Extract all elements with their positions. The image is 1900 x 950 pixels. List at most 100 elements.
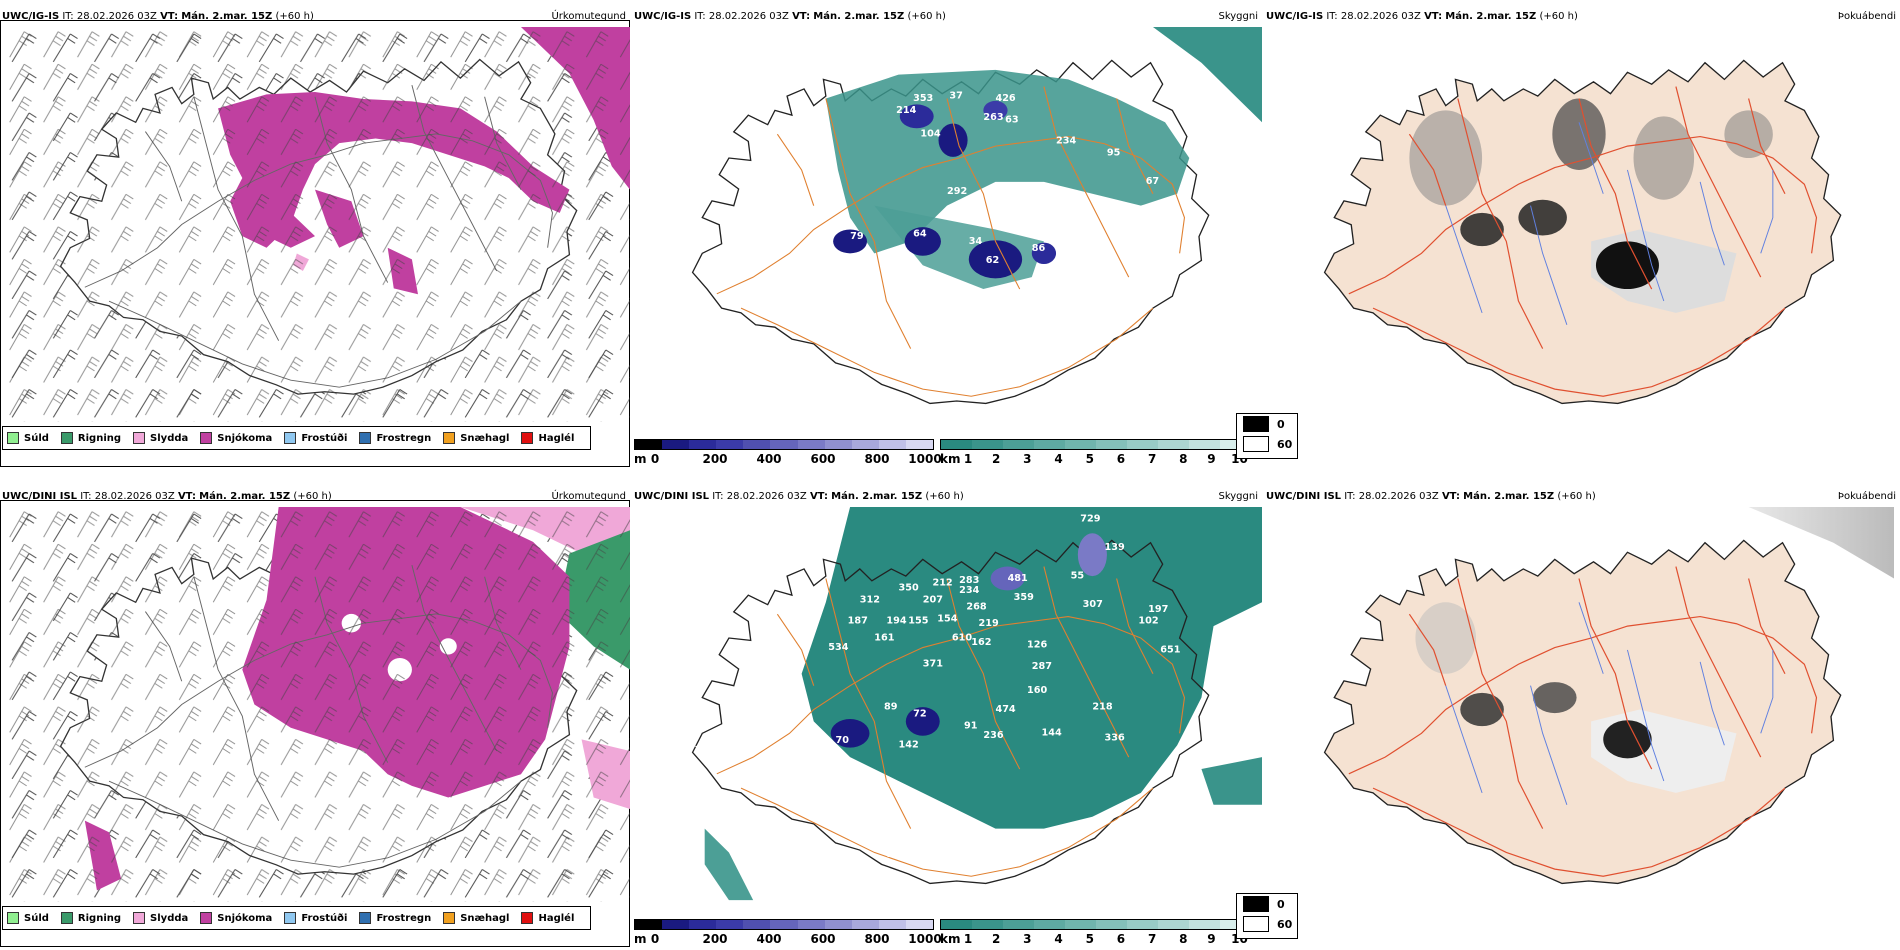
legend-label: Haglél <box>538 432 575 444</box>
colorbar-cell <box>1065 440 1096 449</box>
colorbar-cell <box>1096 920 1127 929</box>
map-area <box>1264 507 1894 927</box>
colorbar-cell <box>1003 920 1034 929</box>
ceiling-label: 95 <box>1107 148 1121 159</box>
legend-label: Rigning <box>77 432 122 444</box>
legend-swatch <box>133 912 146 924</box>
colorbar-tick: 4 <box>1054 932 1063 946</box>
colorbar-cell <box>1034 440 1065 449</box>
legend-swatch <box>7 432 19 444</box>
ceiling-label: 62 <box>986 255 999 266</box>
model-name: UWC/IG-IS <box>634 11 692 22</box>
ceiling-label: 426 <box>995 93 1016 104</box>
colorbar-cell <box>689 920 717 929</box>
cloud-legend-item: 60 <box>1243 914 1297 934</box>
panel-header: UWC/IG-IS IT: 28.02.2026 03Z VT: Mán. 2.… <box>632 5 1262 25</box>
cloud-legend: 0 60 <box>1236 893 1298 939</box>
ceiling-label: 34 <box>969 236 983 247</box>
colorbar-cell <box>851 440 879 449</box>
legend-item: Snæhagl <box>443 912 509 924</box>
ceiling-colorbar: m 0 200 400 600 800 1000 <box>634 439 942 469</box>
colorbar-cell <box>905 920 934 929</box>
legend-label: Snæhagl <box>460 912 510 924</box>
legend-item: Frostregn <box>359 432 431 444</box>
colorbar-cell <box>1158 440 1189 449</box>
panel-cloud-igis: UWC/IG-IS IT: 28.02.2026 03Z VT: Mán. 2.… <box>1236 5 1900 459</box>
legend-swatch <box>284 912 297 924</box>
map-area <box>0 507 630 927</box>
colorbar-tick: 1000 <box>908 932 942 946</box>
vt-label: VT: <box>792 11 811 22</box>
legend-item: Slydda <box>133 432 188 444</box>
colorbar-cell <box>1065 920 1096 929</box>
cloud-legend-label: 0 <box>1277 417 1285 431</box>
ceiling-label: 236 <box>983 730 1004 741</box>
it-label: IT: <box>62 11 74 22</box>
lead-time: (+60 h) <box>293 491 332 502</box>
it-label: IT: <box>1344 491 1356 502</box>
colorbar-cell <box>689 440 717 449</box>
colorbar-cell <box>1220 440 1251 449</box>
ceiling-label: 729 <box>1080 513 1101 524</box>
cloud-legend-swatch <box>1243 916 1269 932</box>
it-value: 28.02.2026 03Z <box>76 11 157 22</box>
ceiling-label: 214 <box>896 105 917 116</box>
ceiling-label: 72 <box>913 709 926 720</box>
legend-item: Snjókoma <box>200 912 272 924</box>
ceiling-colorbar-ticks: m 0 200 400 600 800 1000 <box>634 452 942 466</box>
cloud-legend: 0 60 <box>1236 413 1298 459</box>
colorbar-cell <box>662 920 690 929</box>
vt-value: Mán. 2.mar. 15Z <box>831 491 923 502</box>
colorbar-tick: 400 <box>756 932 782 946</box>
colorbar-tick: 8 <box>1179 452 1188 466</box>
ceiling-label: 234 <box>1056 136 1077 147</box>
ceiling-label: 161 <box>874 632 895 643</box>
ceiling-label: 91 <box>964 721 978 732</box>
ceiling-label: 292 <box>947 186 967 197</box>
ceiling-label: 268 <box>966 602 987 613</box>
model-name: UWC/IG-IS <box>1266 11 1324 22</box>
panel-title: Skyggni <box>1218 491 1258 502</box>
colorbar-cell <box>635 920 663 929</box>
colorbar-tick: 1 <box>963 932 973 946</box>
ceiling-label: 218 <box>1092 702 1113 713</box>
ceiling-colorbar-strip <box>634 439 934 450</box>
legend-item: Snæhagl <box>443 432 509 444</box>
ceiling-label: 263 <box>983 112 1003 123</box>
colorbar-tick: 7 <box>1147 932 1157 946</box>
model-name: UWC/IG-IS <box>2 11 60 22</box>
colorbar-tick: 6 <box>1116 452 1126 466</box>
panel-header: UWC/DINI ISL IT: 28.02.2026 03Z VT: Mán.… <box>1264 485 1900 505</box>
vis-colorbar-ticks: km 1 2 3 4 5 6 7 8 9 10 <box>940 452 1252 466</box>
ceiling-label: 70 <box>836 735 850 746</box>
model-name: UWC/DINI ISL <box>1266 491 1342 502</box>
ceiling-label: 651 <box>1160 644 1181 655</box>
panel-title: Skyggni <box>1218 11 1258 22</box>
ceiling-label: 353 <box>913 93 933 104</box>
colorbar-cell <box>972 920 1003 929</box>
colorbar-tick: 200 <box>702 932 728 946</box>
ceiling-label: 55 <box>1071 571 1085 582</box>
panel-precip-type-igis: UWC/IG-IS IT: 28.02.2026 03Z VT: Mán. 2.… <box>0 5 630 467</box>
ceiling-label: 207 <box>923 594 943 605</box>
panel-header: UWC/IG-IS IT: 28.02.2026 03Z VT: Mán. 2.… <box>1264 5 1900 25</box>
it-label: IT: <box>712 491 724 502</box>
ceiling-label: 79 <box>850 231 864 242</box>
legend-item: Frostúði <box>284 432 347 444</box>
cloud-legend-label: 0 <box>1277 897 1285 911</box>
colorbar-cell <box>824 440 852 449</box>
panel-cloud-dini: UWC/DINI ISL IT: 28.02.2026 03Z VT: Mán.… <box>1236 485 1900 939</box>
ceiling-label: 131 <box>903 847 924 858</box>
panel-visibility-dini: UWC/DINI ISL IT: 28.02.2026 03Z VT: Mán.… <box>632 485 1262 946</box>
colorbar-tick: 600 <box>810 932 836 946</box>
lead-time: (+60 h) <box>907 11 946 22</box>
legend-item: Súld <box>7 912 49 924</box>
colorbar-cell <box>1220 920 1251 929</box>
lead-time: (+60 h) <box>1539 11 1578 22</box>
colorbar-unit: km <box>940 932 961 946</box>
ceiling-colorbar: m 0 200 400 600 800 1000 <box>634 919 942 949</box>
colorbar-tick: 4 <box>1054 452 1063 466</box>
colorbar-tick: 9 <box>1207 452 1216 466</box>
legend-label: Slydda <box>150 432 189 444</box>
ceiling-label: 126 <box>1027 640 1048 651</box>
